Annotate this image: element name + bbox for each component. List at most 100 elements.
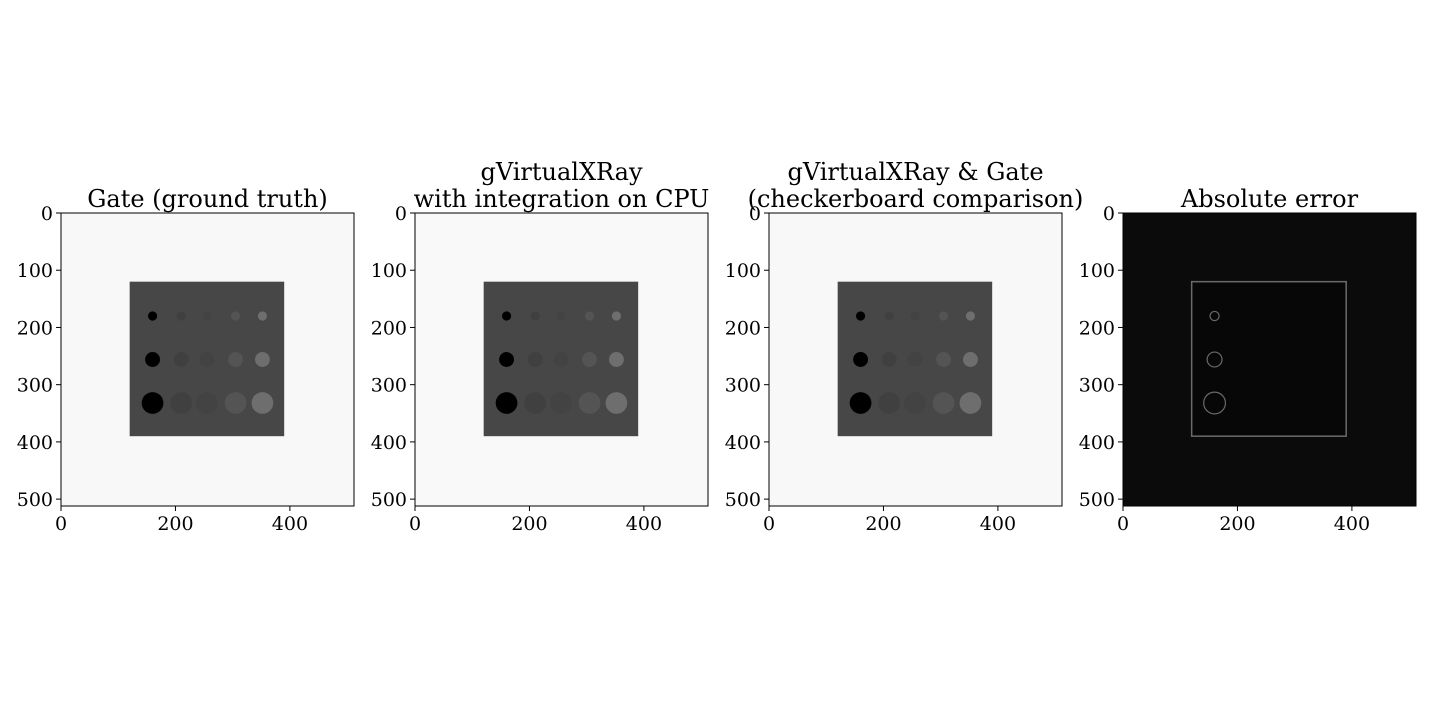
- y-tick-label: 400: [725, 432, 761, 454]
- phantom-disc-r2-c2: [881, 352, 897, 367]
- axes-frame: [768, 212, 1063, 507]
- phantom-disc-r1-c3: [910, 311, 920, 321]
- phantom-disc-r2-c5: [608, 352, 624, 367]
- phantom-disc-r2-c4: [228, 352, 243, 367]
- phantom-disc-r2-c1: [145, 352, 161, 367]
- y-tick-label: 0: [749, 203, 761, 225]
- phantom-disc-r3-c2: [170, 392, 193, 414]
- y-tick-label: 200: [17, 317, 53, 339]
- y-tick-label: 0: [1103, 203, 1115, 225]
- phantom-disc-r2-c4: [582, 352, 597, 367]
- phantom-disc-r2-c5: [254, 352, 270, 367]
- phantom-disc-r3-c1: [495, 392, 518, 414]
- error-ring-3: [1203, 391, 1227, 415]
- x-tick-label: 0: [55, 513, 67, 535]
- y-tick-label: 400: [1079, 432, 1115, 454]
- phantom-disc-r3-c4: [932, 392, 955, 414]
- image-area: [61, 213, 354, 506]
- phantom-disc-r2-c1: [853, 352, 869, 367]
- panel-title-line: Gate (ground truth): [87, 185, 328, 213]
- y-tick-label: 200: [1079, 317, 1115, 339]
- phantom-disc-r2-c1: [499, 352, 515, 367]
- x-tick-label: 200: [157, 513, 193, 535]
- phantom-disc-r3-c2: [878, 392, 901, 414]
- error-ring-1: [1209, 310, 1220, 322]
- phantom-disc-r1-c2: [884, 311, 894, 321]
- phantom-disc-r3-c5: [605, 392, 628, 414]
- y-tick-label: 0: [41, 203, 53, 225]
- y-tick-label: 100: [1079, 260, 1115, 282]
- phantom-disc-r3-c4: [578, 392, 601, 414]
- image-area: [415, 213, 708, 506]
- y-tick-label: 100: [725, 260, 761, 282]
- image-area: [769, 213, 1062, 506]
- phantom-disc-r3-c2: [524, 392, 547, 414]
- x-tick-label: 0: [763, 513, 775, 535]
- y-tick-label: 400: [371, 432, 407, 454]
- phantom-disc-r1-c4: [938, 311, 949, 321]
- phantom-disc-r3-c3: [196, 392, 218, 414]
- phantom-disc-r3-c3: [550, 392, 572, 414]
- panel-1: 0 200 400 0 100 200 300 400 500 Gate (ground trut…: [17, 185, 355, 535]
- y-tick-label: 300: [1079, 375, 1115, 397]
- y-tick-label: 0: [395, 203, 407, 225]
- error-insert-outline: [1190, 280, 1347, 437]
- phantom-disc-r1-c4: [230, 311, 241, 321]
- error-ring-2: [1206, 351, 1223, 368]
- phantom-disc-r3-c5: [959, 392, 982, 414]
- axes-frame: [1122, 212, 1417, 507]
- x-tick-label: 400: [272, 513, 308, 535]
- phantom-disc-r1-c2: [530, 311, 540, 321]
- phantom-disc-r3-c4: [224, 392, 247, 414]
- phantom-disc-r3-c3: [904, 392, 926, 414]
- x-tick-label: 0: [1117, 513, 1129, 535]
- phantom-disc-r1-c2: [176, 311, 186, 321]
- phantom-disc-r2-c5: [962, 352, 978, 367]
- y-tick-label: 200: [371, 317, 407, 339]
- y-tick-label: 100: [17, 260, 53, 282]
- phantom-disc-r3-c5: [251, 392, 274, 414]
- panel-title-line: (checkerboard comparison): [748, 185, 1084, 213]
- y-tick-label: 500: [725, 489, 761, 511]
- y-tick-label: 500: [1079, 489, 1115, 511]
- x-tick-label: 200: [1219, 513, 1255, 535]
- phantom-disc-r2-c2: [527, 352, 543, 367]
- x-tick-label: 200: [865, 513, 901, 535]
- phantom-disc-r2-c4: [936, 352, 951, 367]
- phantom-disc-r2-c3: [553, 352, 569, 367]
- phantom-disc-r3-c1: [849, 392, 872, 414]
- y-tick-label: 500: [17, 489, 53, 511]
- x-tick-label: 400: [1334, 513, 1370, 535]
- phantom-disc-r1-c5: [257, 311, 268, 321]
- phantom-disc-r1-c3: [556, 311, 566, 321]
- y-tick-label: 300: [371, 375, 407, 397]
- x-tick-label: 0: [409, 513, 421, 535]
- y-tick-label: 500: [371, 489, 407, 511]
- y-tick-label: 200: [725, 317, 761, 339]
- panel-2: 0 200 400 0 100 200 300 400 500 gVirtualXRaywith …: [371, 158, 710, 535]
- axes-frame: [60, 212, 355, 507]
- phantom-disc-r3-c1: [141, 392, 164, 414]
- y-tick-label: 300: [17, 375, 53, 397]
- panel-3: 0 200 400 0 100 200 300 400 500 gVirtualXRay & Ga…: [725, 158, 1084, 535]
- phantom-disc-r1-c3: [202, 311, 212, 321]
- phantom-disc-r1-c1: [855, 311, 866, 321]
- panel-title-line: with integration on CPU: [414, 185, 710, 213]
- panel-title-line: Absolute error: [1180, 185, 1359, 213]
- panel-title-line: gVirtualXRay: [480, 158, 643, 186]
- panel-4: 0 200 400 0 100 200 300 400 500 Absolute error: [1079, 185, 1417, 535]
- phantom-disc-r1-c1: [501, 311, 512, 321]
- phantom-disc-r2-c2: [173, 352, 189, 367]
- phantom-disc-r1-c1: [147, 311, 158, 321]
- phantom-disc-r1-c5: [611, 311, 622, 321]
- panel-title-line: gVirtualXRay & Gate: [787, 158, 1043, 186]
- phantom-disc-r1-c5: [965, 311, 976, 321]
- phantom-disc-r1-c4: [584, 311, 595, 321]
- image-area: [1123, 213, 1416, 506]
- y-tick-label: 100: [371, 260, 407, 282]
- phantom-disc-r2-c3: [199, 352, 215, 367]
- phantom-disc-r2-c3: [907, 352, 923, 367]
- axes-frame: [414, 212, 709, 507]
- y-tick-label: 400: [17, 432, 53, 454]
